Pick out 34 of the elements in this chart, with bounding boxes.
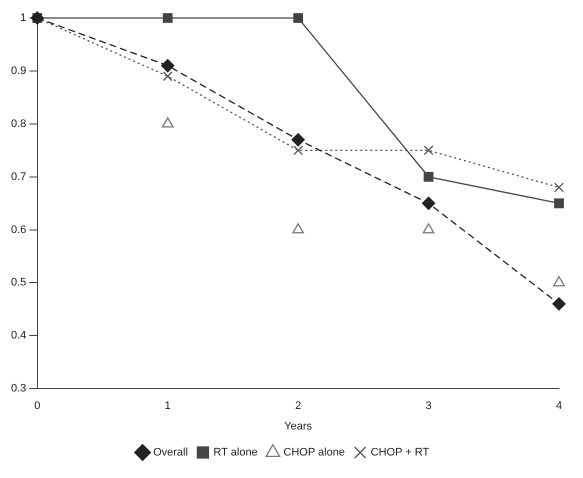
point xyxy=(553,276,565,286)
point xyxy=(291,133,305,146)
point xyxy=(292,223,304,234)
point xyxy=(161,59,174,72)
y-tick-label: 0.9 xyxy=(10,64,26,77)
point xyxy=(424,172,434,182)
x-axis-title: Years xyxy=(284,420,313,432)
point xyxy=(293,145,304,156)
point xyxy=(422,196,436,210)
point xyxy=(554,182,564,192)
x-tick-label: 4 xyxy=(556,400,562,412)
x-tick-label: 2 xyxy=(295,400,302,412)
legend-label: CHOP alone xyxy=(283,446,345,459)
y-tick-label: 0.4 xyxy=(10,330,26,342)
point xyxy=(552,297,566,311)
y-tick-label: 0.5 xyxy=(10,276,26,289)
point xyxy=(293,13,304,23)
point xyxy=(162,13,173,23)
y-tick-label: 0.3 xyxy=(10,382,26,395)
x-tick-label: 1 xyxy=(164,400,171,412)
x-tick-label: 0 xyxy=(34,400,40,412)
y-tick-label: 0.8 xyxy=(10,118,26,130)
y-tick-label: 0.7 xyxy=(10,170,26,183)
point xyxy=(162,117,174,128)
legend-label: CHOP + RT xyxy=(370,446,430,459)
point xyxy=(424,145,434,156)
x-tick-label: 3 xyxy=(426,400,432,412)
y-tick-label: 0.6 xyxy=(10,224,26,236)
legend-label: RT alone xyxy=(213,446,258,459)
y-tick-label: 1 xyxy=(20,12,26,24)
point xyxy=(162,71,173,82)
point xyxy=(554,198,564,208)
point xyxy=(422,223,434,234)
legend-label: Overall xyxy=(153,446,188,459)
